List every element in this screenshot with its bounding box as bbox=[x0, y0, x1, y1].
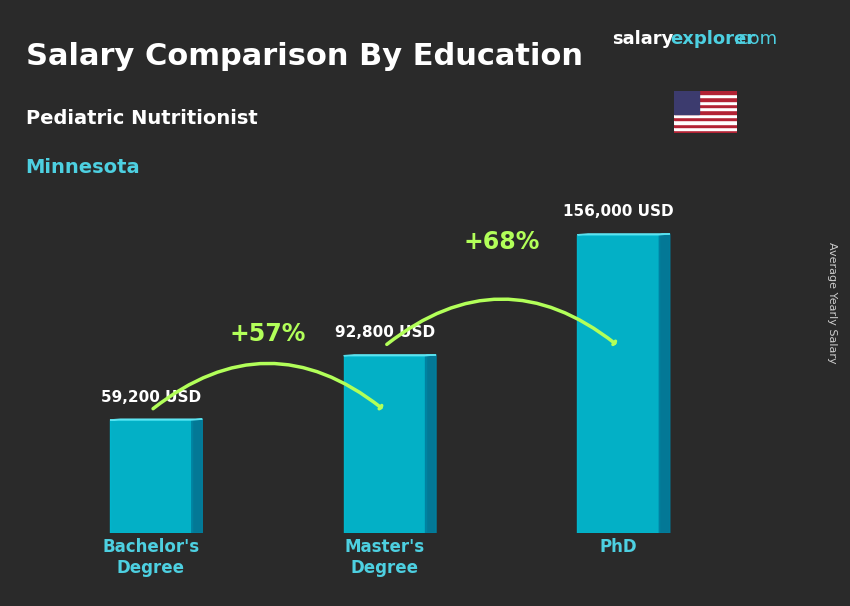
Text: .com: .com bbox=[734, 30, 778, 48]
Bar bbox=[674, 98, 737, 101]
Text: 59,200 USD: 59,200 USD bbox=[101, 390, 201, 405]
Bar bbox=[674, 110, 737, 114]
Text: Average Yearly Salary: Average Yearly Salary bbox=[827, 242, 837, 364]
Bar bbox=[674, 101, 737, 104]
Polygon shape bbox=[343, 355, 436, 356]
Text: Minnesota: Minnesota bbox=[26, 158, 140, 176]
Polygon shape bbox=[110, 419, 202, 420]
Bar bbox=[674, 91, 737, 94]
Text: salary: salary bbox=[612, 30, 673, 48]
Bar bbox=[674, 124, 737, 127]
Text: 92,800 USD: 92,800 USD bbox=[335, 325, 434, 341]
Polygon shape bbox=[660, 234, 670, 533]
Bar bbox=[674, 130, 737, 133]
Text: Pediatric Nutritionist: Pediatric Nutritionist bbox=[26, 109, 258, 128]
Bar bbox=[343, 356, 426, 533]
Text: +57%: +57% bbox=[230, 322, 306, 346]
Text: +68%: +68% bbox=[463, 230, 540, 254]
Bar bbox=[674, 104, 737, 107]
Polygon shape bbox=[192, 419, 202, 533]
Bar bbox=[674, 120, 737, 124]
Text: Salary Comparison By Education: Salary Comparison By Education bbox=[26, 42, 582, 72]
Text: 156,000 USD: 156,000 USD bbox=[563, 204, 674, 219]
Bar bbox=[577, 235, 660, 533]
Polygon shape bbox=[577, 234, 670, 235]
Bar bbox=[674, 114, 737, 117]
Bar bbox=[674, 107, 737, 110]
Polygon shape bbox=[426, 355, 436, 533]
Bar bbox=[674, 91, 700, 114]
Bar bbox=[674, 117, 737, 120]
Bar bbox=[110, 420, 192, 533]
Bar bbox=[674, 127, 737, 130]
Text: explorer: explorer bbox=[670, 30, 755, 48]
Bar bbox=[674, 94, 737, 98]
